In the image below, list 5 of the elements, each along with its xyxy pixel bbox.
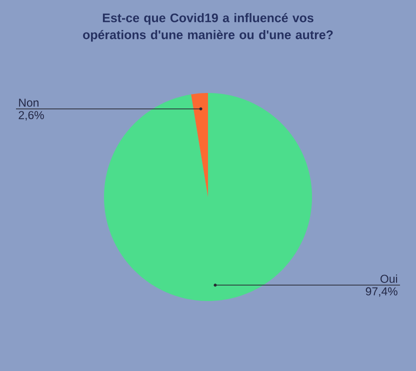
data-label: 2,6% (18, 111, 44, 121)
slice-label: Non (19, 98, 38, 107)
chart-title: Est-ce que Covid19 a influencé vos opérations d'une manière ou d'une autre? (83, 13, 333, 42)
data-label: 97,4% (366, 287, 398, 297)
slice-label: Oui (380, 274, 398, 283)
